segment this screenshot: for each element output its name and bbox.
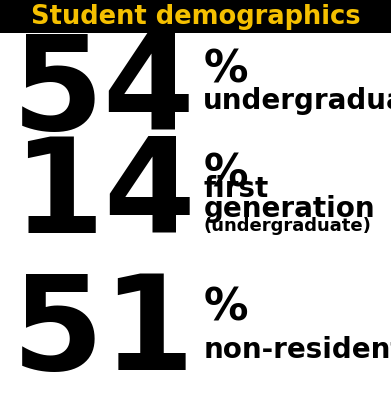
Text: non-resident: non-resident (203, 335, 391, 363)
Text: 54: 54 (12, 30, 195, 156)
Text: Student demographics: Student demographics (30, 5, 361, 30)
Text: (undergraduate): (undergraduate) (203, 217, 371, 235)
Text: 51: 51 (12, 269, 195, 396)
Text: %: % (203, 152, 248, 195)
Text: %: % (203, 286, 248, 329)
Bar (0, 0, 391, 34)
Text: generation: generation (203, 195, 375, 223)
Text: first: first (203, 175, 269, 203)
Text: %: % (203, 49, 248, 92)
Text: undergraduate: undergraduate (203, 87, 391, 115)
Text: 14: 14 (12, 133, 195, 259)
